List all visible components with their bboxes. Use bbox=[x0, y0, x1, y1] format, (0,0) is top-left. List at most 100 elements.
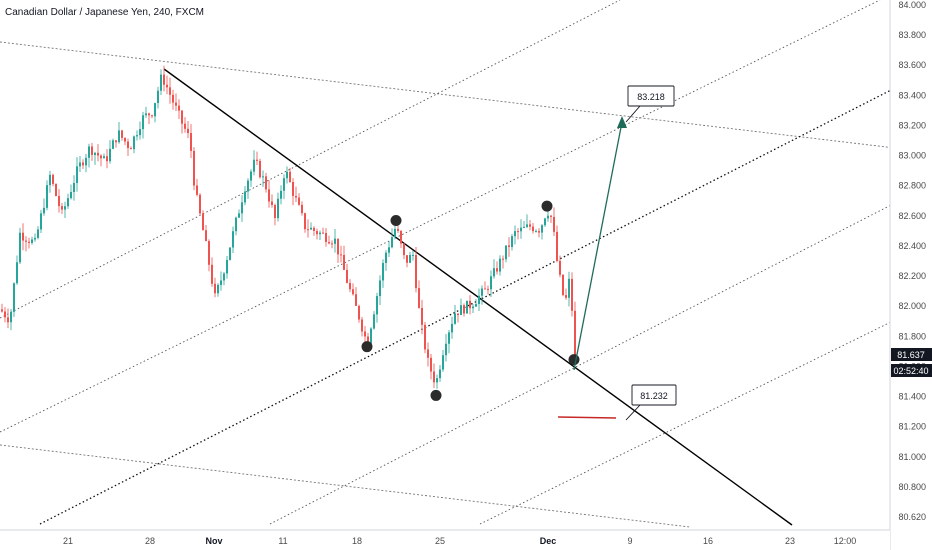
candle-body bbox=[424, 324, 426, 350]
candle-body bbox=[553, 216, 555, 232]
candle-body bbox=[238, 213, 240, 218]
candle-body bbox=[412, 254, 414, 256]
price-tick-label: 83.600 bbox=[898, 60, 926, 70]
candle-body bbox=[325, 232, 327, 243]
candle-body bbox=[232, 231, 234, 248]
candle-body bbox=[364, 331, 366, 337]
candle-body bbox=[19, 232, 21, 263]
candle-body bbox=[115, 140, 117, 143]
candle-body bbox=[370, 328, 372, 344]
candle-body bbox=[337, 238, 339, 255]
candle-body bbox=[223, 273, 225, 281]
candle-body bbox=[139, 129, 141, 136]
candle-body bbox=[172, 94, 174, 103]
time-axis[interactable]: 21 28 Nov 11 18 25 Dec 9 16 23 12:00 bbox=[0, 529, 890, 550]
candle-body bbox=[556, 231, 558, 261]
annotation-label: 83.218 bbox=[637, 92, 665, 102]
candle-body bbox=[547, 215, 549, 219]
price-tick-label: 81.000 bbox=[898, 452, 926, 462]
candle-body bbox=[241, 202, 243, 214]
candle-body bbox=[319, 232, 321, 235]
red-level-line[interactable] bbox=[557, 416, 617, 419]
price-axis[interactable]: 84.000 83.800 83.600 83.400 83.200 83.000 82.8… bbox=[889, 0, 932, 550]
candle-body bbox=[91, 146, 93, 155]
candle-body bbox=[307, 229, 309, 231]
candle-body bbox=[1, 309, 3, 312]
annotation-box bbox=[631, 384, 677, 406]
candle-body bbox=[166, 84, 168, 88]
candle-body bbox=[253, 159, 255, 172]
candle-body bbox=[469, 300, 471, 309]
candle-body bbox=[304, 213, 306, 230]
candle-body bbox=[133, 136, 135, 150]
candle-body bbox=[193, 150, 195, 186]
candle-body bbox=[247, 180, 249, 192]
candle-body bbox=[538, 230, 540, 233]
candle-body bbox=[94, 152, 96, 155]
trend-drawings[interactable] bbox=[0, 0, 896, 528]
price-tick-label: 82.600 bbox=[898, 211, 926, 221]
candle-body bbox=[484, 288, 486, 290]
candle-body bbox=[46, 185, 48, 208]
candle-body bbox=[244, 191, 246, 203]
candle-body bbox=[298, 197, 300, 205]
candle-body bbox=[151, 115, 153, 117]
candle-body bbox=[487, 288, 489, 290]
candle-body bbox=[574, 310, 576, 356]
candle-body bbox=[532, 226, 534, 232]
candle-body bbox=[40, 213, 42, 230]
candle-body bbox=[49, 174, 51, 186]
candle-body bbox=[148, 113, 150, 116]
candle-body bbox=[22, 232, 24, 241]
candle-body bbox=[70, 191, 72, 199]
candle-body bbox=[235, 217, 237, 232]
candle-body bbox=[313, 227, 315, 231]
countdown-box bbox=[891, 364, 932, 377]
chart-title: Canadian Dollar / Japanese Yen, 240, FXC… bbox=[5, 7, 204, 18]
candle-body bbox=[229, 247, 231, 260]
candle-body bbox=[73, 182, 75, 192]
candle-body bbox=[25, 240, 27, 242]
candle-body bbox=[190, 133, 192, 151]
current-price-badge: 81.637 02:52:40 bbox=[891, 348, 932, 377]
time-tick-label: 16 bbox=[703, 536, 713, 546]
projection-arrow[interactable] bbox=[573, 116, 627, 371]
candle-body bbox=[490, 276, 492, 290]
candle-body bbox=[181, 110, 183, 124]
candle-body bbox=[250, 171, 252, 181]
candle-body bbox=[292, 181, 294, 196]
candle-body bbox=[571, 278, 573, 311]
price-tick-label: 81.400 bbox=[898, 392, 926, 402]
annotation-83218[interactable]: 83.218 bbox=[625, 85, 675, 123]
candle-body bbox=[301, 204, 303, 214]
candle-body bbox=[346, 269, 348, 283]
candle-body bbox=[562, 274, 564, 296]
candle-body bbox=[442, 355, 444, 370]
candle-body bbox=[520, 227, 522, 232]
candle-body bbox=[280, 190, 282, 199]
candle-body bbox=[472, 306, 474, 309]
candle-body bbox=[82, 162, 84, 166]
candle-body bbox=[286, 171, 288, 179]
candle-body bbox=[331, 243, 333, 245]
time-tick-labels: 21 28 Nov 11 18 25 Dec 9 16 23 12:00 bbox=[63, 536, 856, 546]
candle-body bbox=[406, 255, 408, 263]
price-tick-label: 83.800 bbox=[898, 30, 926, 40]
candle-body bbox=[541, 225, 543, 233]
candle-body bbox=[448, 332, 450, 344]
candle-body bbox=[451, 323, 453, 333]
candle-body bbox=[43, 207, 45, 214]
annotation-81232[interactable]: 81.232 bbox=[625, 384, 677, 421]
candle-body bbox=[130, 148, 132, 150]
candle-body bbox=[13, 283, 15, 312]
candle-body bbox=[505, 245, 507, 260]
time-tick-label: Dec bbox=[540, 536, 557, 546]
candle-body bbox=[550, 215, 552, 217]
candle-body bbox=[76, 166, 78, 183]
candle-body bbox=[226, 259, 228, 274]
candle-body bbox=[220, 280, 222, 285]
price-tick-label: 83.000 bbox=[898, 151, 926, 161]
candle-body bbox=[109, 148, 111, 162]
candle-body bbox=[145, 113, 147, 116]
